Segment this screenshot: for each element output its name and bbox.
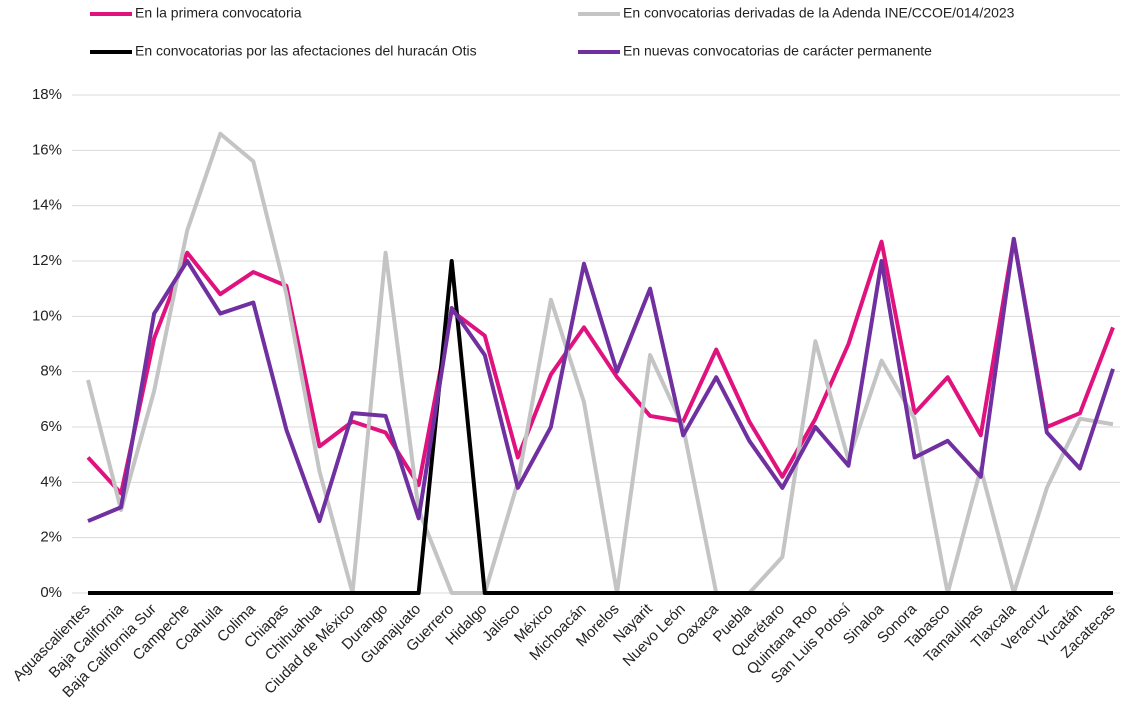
- y-tick-label: 2%: [40, 529, 62, 546]
- y-tick-label: 0%: [40, 584, 62, 601]
- y-tick-label: 4%: [40, 473, 62, 490]
- legend-label: En nuevas convocatorias de carácter perm…: [623, 43, 932, 59]
- y-tick-label: 16%: [32, 141, 62, 158]
- series-line: [87, 236, 1115, 524]
- series-line: [86, 131, 1114, 595]
- series-line: [88, 259, 1113, 595]
- y-tick-label: 8%: [40, 363, 62, 380]
- y-tick-label: 6%: [40, 418, 62, 435]
- y-tick-label: 14%: [32, 197, 62, 214]
- y-tick-label: 18%: [32, 86, 62, 103]
- legend-label: En convocatorias por las afectaciones de…: [135, 43, 477, 59]
- series-line: [86, 236, 1115, 496]
- legend-label: En convocatorias derivadas de la Adenda …: [623, 5, 1015, 21]
- legend-label: En la primera convocatoria: [135, 5, 302, 21]
- y-tick-label: 10%: [32, 307, 62, 324]
- y-tick-label: 12%: [32, 252, 62, 269]
